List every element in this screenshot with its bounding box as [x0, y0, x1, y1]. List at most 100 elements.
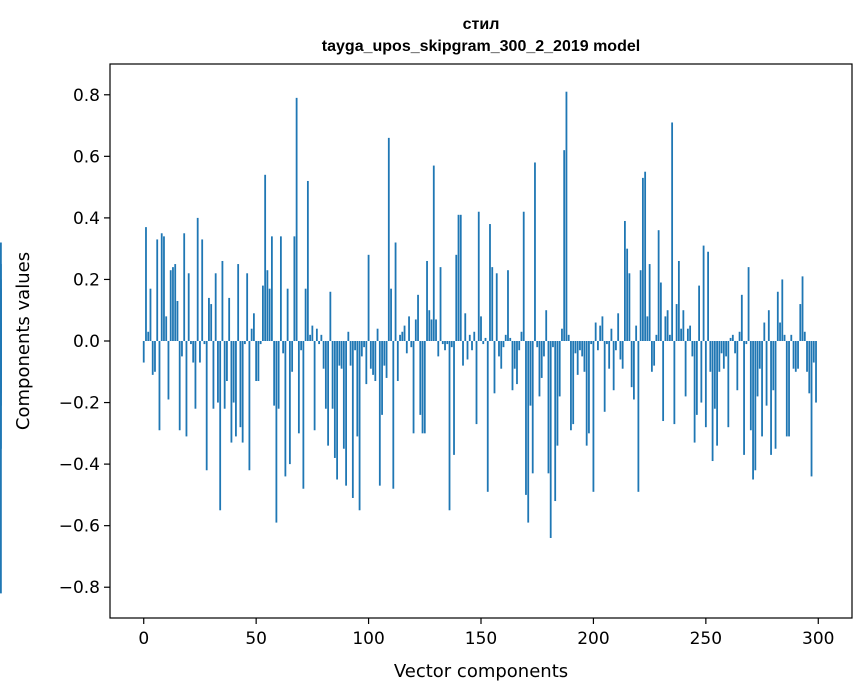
bar-49: [253, 313, 255, 341]
bar-124: [421, 341, 424, 434]
bar-316: [0, 341, 2, 449]
chart-subtitle: tayga_upos_skipgram_300_2_2019 model: [322, 38, 640, 55]
bar-54: [264, 174, 267, 341]
bar-201: [594, 322, 597, 341]
bar-208: [610, 328, 613, 341]
bar-193: [576, 341, 579, 375]
bar-277: [765, 341, 768, 406]
bar-176: [538, 341, 541, 397]
bar-125: [423, 341, 426, 434]
bar-235: [671, 122, 674, 341]
bar-9: [163, 236, 165, 341]
bar-149: [477, 211, 480, 341]
bar-215: [626, 248, 629, 341]
bar-96: [358, 341, 361, 511]
x-tick-label: 200: [577, 629, 609, 649]
bar-55: [266, 270, 269, 341]
bar-151: [482, 341, 485, 345]
bar-279: [770, 341, 772, 455]
bar-67: [293, 236, 296, 341]
bar-299: [815, 341, 817, 403]
bar-190: [570, 341, 572, 431]
bar-115: [401, 331, 404, 341]
bar-153: [486, 341, 489, 492]
bar-259: [725, 341, 727, 357]
bar-23: [194, 341, 197, 409]
x-tick-label: 300: [802, 629, 834, 649]
bar-260: [727, 341, 730, 428]
bar-261: [729, 337, 732, 341]
bar-78: [318, 341, 321, 345]
bar-174: [534, 162, 536, 341]
bar-39: [230, 341, 233, 443]
bar-296: [808, 341, 811, 394]
bar-90: [345, 341, 347, 486]
bar-143: [464, 313, 467, 341]
bar-85: [333, 341, 336, 458]
bar-168: [520, 331, 523, 341]
bar-232: [664, 316, 667, 341]
bar-247: [698, 285, 700, 341]
bar-164: [511, 341, 514, 391]
bar-276: [763, 322, 766, 341]
bar-1: [145, 227, 147, 341]
bar-116: [403, 325, 406, 341]
bar-165: [513, 341, 516, 369]
bar-130: [435, 319, 437, 341]
bar-179: [545, 310, 548, 341]
bar-128: [430, 319, 433, 341]
bar-145: [468, 334, 471, 341]
bar-27: [203, 341, 206, 345]
chart-title: стил: [463, 16, 500, 33]
bar-74: [309, 334, 312, 341]
bar-2: [147, 331, 150, 341]
bar-154: [489, 224, 491, 341]
bar-162: [507, 270, 509, 341]
bar-129: [432, 165, 435, 341]
bar-108: [385, 341, 388, 378]
bar-127: [428, 310, 431, 341]
bar-167: [518, 341, 521, 351]
x-tick-label: 0: [138, 629, 149, 649]
bar-113: [396, 341, 399, 382]
bar-150: [480, 316, 482, 341]
bar-234: [668, 334, 671, 341]
bar-163: [509, 337, 512, 341]
bar-266: [740, 294, 743, 341]
bar-184: [556, 341, 559, 446]
bar-141: [459, 214, 462, 341]
bar-212: [619, 341, 622, 360]
y-tick-label: 0.2: [73, 270, 100, 290]
bar-69: [297, 341, 300, 434]
bar-166: [516, 341, 518, 385]
bar-221: [639, 270, 642, 341]
bar-77: [315, 328, 318, 341]
bar-175: [536, 341, 539, 348]
bar-132: [439, 267, 442, 341]
bar-76: [313, 341, 316, 431]
bar-148: [475, 341, 478, 425]
bar-75: [311, 325, 314, 341]
bar-252: [709, 341, 712, 372]
bar-81: [324, 341, 327, 409]
bar-15: [176, 300, 179, 341]
bar-66: [291, 341, 294, 372]
bar-34: [219, 341, 222, 511]
bar-95: [356, 341, 359, 437]
y-axis-label: Components values: [13, 252, 34, 430]
bar-56: [268, 288, 271, 341]
bar-60: [277, 341, 280, 409]
bar-52: [259, 341, 262, 345]
bar-104: [376, 328, 379, 341]
bar-244: [691, 341, 694, 357]
bar-7: [158, 341, 161, 431]
bar-251: [707, 251, 709, 341]
bar-63: [284, 341, 287, 477]
bar-197: [585, 341, 588, 446]
bar-61: [279, 236, 282, 341]
bar-28: [205, 341, 208, 471]
bar-298: [812, 341, 815, 363]
bar-38: [228, 297, 231, 341]
bar-291: [797, 341, 799, 369]
bar-233: [666, 310, 669, 341]
